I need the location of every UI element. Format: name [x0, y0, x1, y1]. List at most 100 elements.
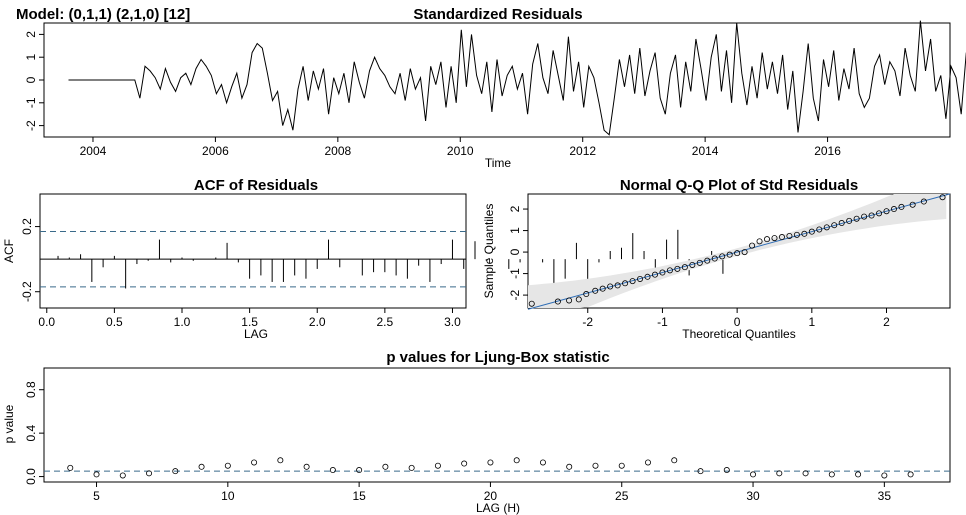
qq-point: [659, 269, 666, 276]
acf-frame: [39, 193, 467, 309]
qq-point: [853, 215, 860, 222]
acf-ylabel: ACF: [2, 239, 16, 263]
qq-point: [583, 291, 590, 298]
ljung-box-point: [198, 463, 205, 470]
qq-point: [666, 267, 673, 274]
qq-point: [607, 283, 614, 290]
qq-point: [592, 287, 599, 294]
qq-point: [801, 230, 808, 237]
qq-point: [793, 231, 800, 238]
y-tick-label: 2: [508, 205, 522, 212]
x-tick-label: -2: [582, 315, 593, 329]
qq-point: [808, 228, 815, 235]
x-tick-label: -1: [657, 315, 668, 329]
qq-point: [681, 264, 688, 271]
ljung-box-panel: p values for Ljung-Box statistic 0.00.40…: [2, 349, 951, 515]
ljung-box-point: [723, 467, 730, 474]
ljung-box-point: [408, 464, 415, 471]
y-tick-label: -2: [24, 120, 38, 131]
y-tick-label: 0.0: [24, 468, 38, 485]
x-tick-label: 5: [93, 489, 100, 503]
ljung-box-x-axis: 5 10 15 20 25 30 35: [93, 482, 891, 503]
ljung-box-point: [881, 472, 888, 479]
qq-point: [554, 298, 561, 305]
y-tick-label: 0.4: [24, 424, 38, 441]
qq-confidence-band: [528, 194, 947, 308]
acf-x-axis: 0.0 0.5 1.0 1.5 2.0 2.5 3.0: [38, 308, 461, 329]
x-tick-label: 0: [734, 315, 741, 329]
qq-point: [741, 249, 748, 256]
std-residuals-panel: Model: (0,1,1) (2,1,0) [12] Standardized…: [16, 6, 966, 170]
qq-point: [614, 282, 621, 289]
qq-point: [749, 242, 756, 249]
ljung-box-point: [671, 457, 678, 464]
x-tick-label: 2006: [202, 144, 229, 158]
std-residuals-title: Standardized Residuals: [413, 6, 582, 23]
ljung-box-y-axis: 0.0 0.4 0.8: [24, 381, 44, 485]
std-residuals-xlabel: Time: [485, 156, 512, 170]
y-tick-label: 0: [24, 76, 38, 83]
x-tick-label: 2008: [324, 144, 351, 158]
x-tick-label: 25: [615, 489, 629, 503]
qq-point: [890, 206, 897, 213]
x-tick-label: 2012: [569, 144, 596, 158]
qq-point: [778, 234, 785, 241]
ljung-box-point: [172, 468, 179, 475]
model-label: Model: (0,1,1) (2,1,0) [12]: [16, 6, 190, 23]
qq-y-axis: -2 -1 0 1 2: [508, 205, 528, 300]
acf-title: ACF of Residuals: [194, 177, 318, 194]
x-tick-label: 1: [808, 315, 815, 329]
qq-point: [622, 280, 629, 287]
qq-title: Normal Q-Q Plot of Std Residuals: [620, 177, 858, 194]
y-tick-label: 1: [508, 227, 522, 234]
ljung-box-point: [802, 470, 809, 477]
ljung-box-point: [356, 467, 363, 474]
qq-point: [831, 222, 838, 229]
qq-point: [711, 255, 718, 262]
ljung-box-point: [67, 464, 74, 471]
qq-point: [838, 220, 845, 227]
y-tick-label: -0.2: [20, 281, 34, 302]
qq-point: [644, 273, 651, 280]
ljung-box-point: [645, 459, 652, 466]
acf-y-axis: -0.2 0.2: [20, 218, 40, 302]
qq-point: [756, 238, 763, 245]
x-tick-label: 10: [221, 489, 235, 503]
y-tick-label: 0: [508, 248, 522, 255]
ljung-box-point: [855, 471, 862, 478]
ljung-box-points: [67, 457, 914, 479]
qq-point: [920, 198, 927, 205]
qq-panel: Normal Q-Q Plot of Std Residuals -2 -1 0 1 2…: [482, 177, 951, 341]
ljung-box-point: [224, 462, 231, 469]
x-tick-label: 1.5: [241, 315, 258, 329]
qq-point: [651, 271, 658, 278]
ljung-box-point: [434, 462, 441, 469]
std-residuals-x-axis: 2004 2006 2008 2010 2012 2014 2016: [80, 137, 841, 158]
qq-frame: [527, 193, 951, 309]
ljung-box-point: [828, 471, 835, 478]
y-tick-label: 0.2: [20, 218, 34, 235]
x-tick-label: 15: [352, 489, 366, 503]
y-tick-label: -2: [508, 289, 522, 300]
qq-ylabel: Sample Quantiles: [482, 204, 496, 299]
qq-point: [726, 251, 733, 258]
ljung-box-point: [618, 462, 625, 469]
x-tick-label: 30: [746, 489, 760, 503]
qq-point: [674, 265, 681, 272]
std-residuals-y-axis: -2 -1 0 1 2: [24, 31, 44, 131]
x-tick-label: 1.0: [174, 315, 191, 329]
qq-point: [876, 210, 883, 217]
x-tick-label: 35: [878, 489, 892, 503]
ljung-box-frame: [43, 367, 951, 483]
ljung-box-point: [251, 459, 258, 466]
x-tick-label: 2: [883, 315, 890, 329]
qq-point: [846, 217, 853, 224]
std-residuals-series-line: [68, 20, 966, 136]
ljung-box-point: [566, 463, 573, 470]
x-tick-label: 2014: [692, 144, 719, 158]
x-tick-label: 2004: [80, 144, 107, 158]
qq-x-axis: -2 -1 0 1 2: [582, 308, 890, 329]
ljung-box-point: [487, 459, 494, 466]
qq-xlabel: Theoretical Quantiles: [682, 327, 795, 341]
